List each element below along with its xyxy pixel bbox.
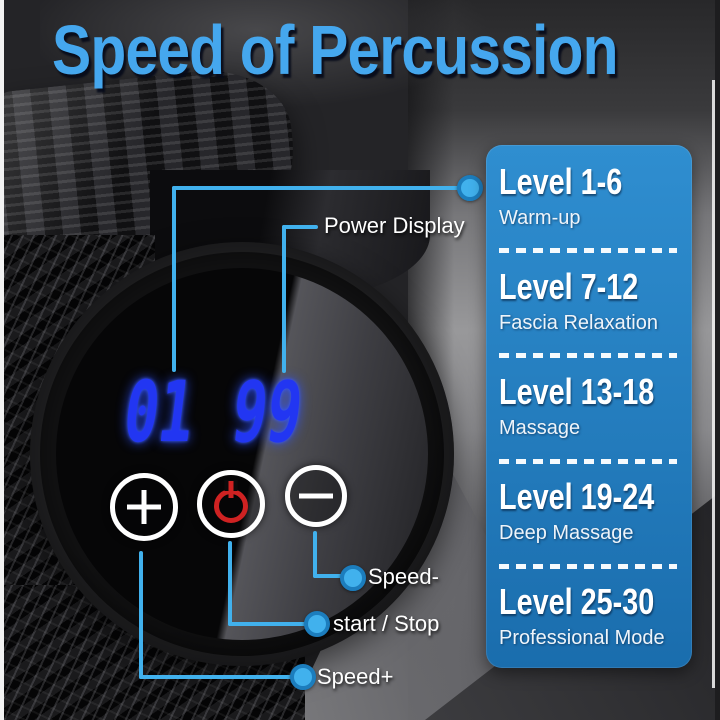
image-right-border bbox=[715, 0, 720, 720]
level-range: Level 7-12 bbox=[499, 266, 639, 308]
callout-dot bbox=[457, 175, 483, 201]
callout-dot bbox=[304, 611, 330, 637]
start-stop-label: start / Stop bbox=[333, 611, 440, 636]
speed-minus-label: Speed- bbox=[368, 564, 439, 589]
image-left-border bbox=[0, 0, 4, 720]
level-item: Level 1-6 Warm-up bbox=[499, 163, 684, 230]
speed-levels-panel: Level 1-6 Warm-up Level 7-12 Fascia Rela… bbox=[486, 145, 692, 668]
callout-line bbox=[139, 551, 143, 679]
minus-icon bbox=[299, 493, 333, 499]
dashed-divider bbox=[499, 563, 677, 569]
level-description: Fascia Relaxation bbox=[499, 311, 658, 334]
power-display-label: Power Display bbox=[324, 213, 465, 238]
level-item: Level 7-12 Fascia Relaxation bbox=[499, 268, 684, 335]
level-range: Level 13-18 bbox=[499, 371, 655, 413]
callout-line bbox=[228, 541, 232, 626]
device-control-panel bbox=[56, 268, 428, 640]
dashed-divider bbox=[499, 353, 677, 359]
level-item: Level 19-24 Deep Massage bbox=[499, 478, 684, 545]
dashed-divider bbox=[499, 248, 677, 254]
callout-line bbox=[282, 225, 318, 229]
callout-line bbox=[172, 186, 462, 190]
level-item: Level 25-30 Professional Mode bbox=[499, 583, 684, 650]
callout-line bbox=[313, 531, 317, 578]
power-button bbox=[197, 470, 265, 538]
power-icon bbox=[228, 481, 234, 498]
callout-line bbox=[172, 186, 176, 372]
level-description: Professional Mode bbox=[499, 626, 665, 649]
led-digits-speed: 01 bbox=[118, 363, 200, 461]
callout-line bbox=[313, 574, 345, 578]
level-description: Deep Massage bbox=[499, 521, 634, 544]
level-range: Level 25-30 bbox=[499, 581, 655, 623]
level-range: Level 1-6 bbox=[499, 161, 623, 202]
callout-dot bbox=[290, 664, 316, 690]
image-right-border bbox=[712, 80, 715, 688]
led-power-display: 01 99 bbox=[119, 363, 308, 461]
level-item: Level 13-18 Massage bbox=[499, 373, 684, 440]
speed-minus-button bbox=[285, 465, 347, 527]
plus-icon bbox=[141, 490, 147, 524]
page-title: Speed of Percussion bbox=[52, 11, 619, 89]
dashed-divider bbox=[499, 458, 677, 464]
level-description: Warm-up bbox=[499, 206, 581, 229]
level-description: Massage bbox=[499, 416, 581, 439]
level-range: Level 19-24 bbox=[499, 476, 655, 518]
callout-line bbox=[228, 622, 308, 626]
speed-plus-button bbox=[110, 473, 178, 541]
callout-line bbox=[139, 675, 294, 679]
led-digits-battery: 99 bbox=[227, 363, 308, 461]
speed-plus-label: Speed+ bbox=[317, 664, 394, 689]
callout-line bbox=[282, 225, 286, 373]
callout-dot bbox=[340, 565, 366, 591]
